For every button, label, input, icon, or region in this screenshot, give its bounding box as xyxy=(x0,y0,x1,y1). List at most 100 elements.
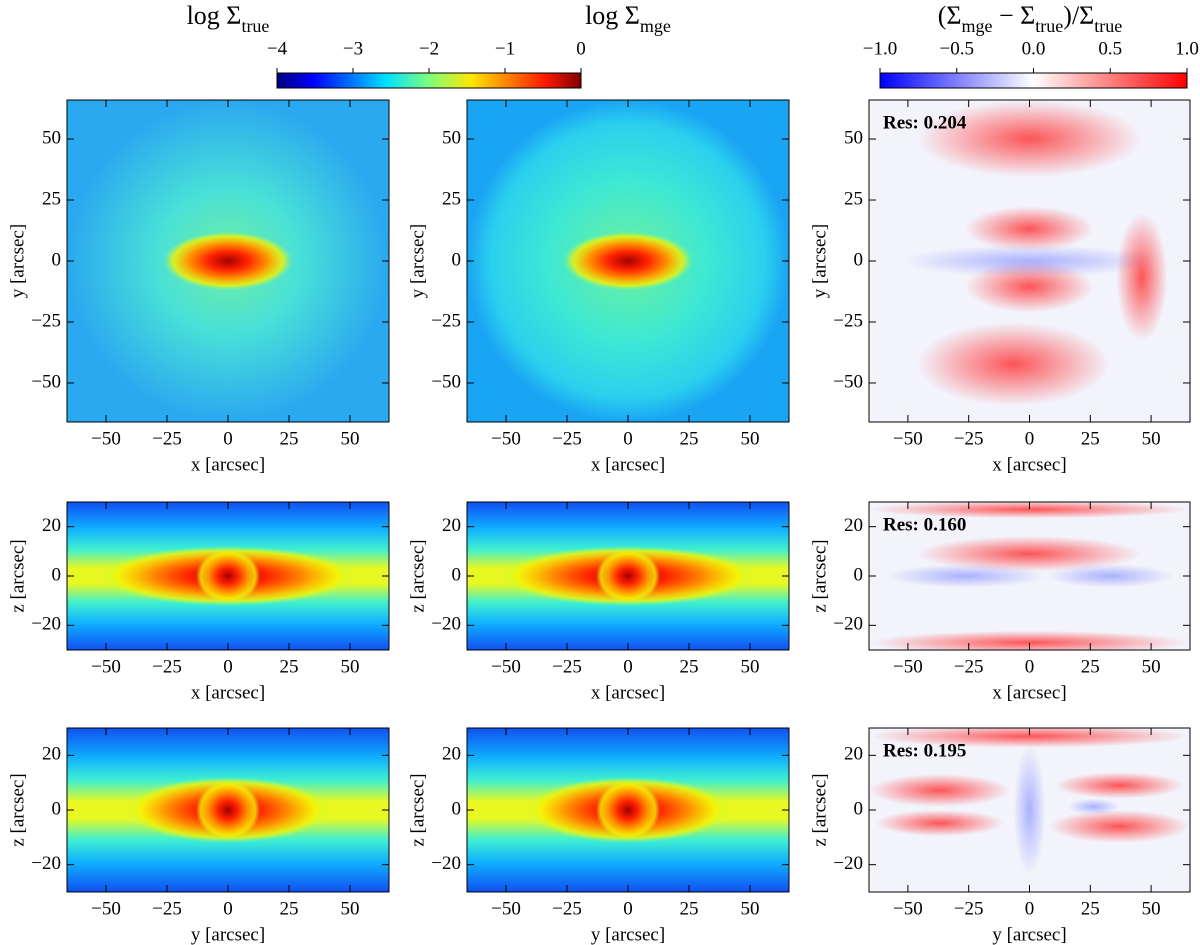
y-tick-label: 50 xyxy=(42,127,61,148)
y-tick-label: 0 xyxy=(452,564,462,585)
y-axis-label: z [arcsec] xyxy=(407,539,428,612)
y-tick-label: −20 xyxy=(431,853,461,874)
image-blob xyxy=(875,810,1004,837)
x-tick-label: 25 xyxy=(679,428,698,449)
y-tick-label: 20 xyxy=(442,515,461,536)
panel-image xyxy=(67,100,389,422)
colorbar-tick-label: −4 xyxy=(267,38,288,59)
colorbar xyxy=(879,72,1188,89)
colorbar-tick-label: −1.0 xyxy=(863,38,897,59)
title-subscript: mge xyxy=(962,16,993,36)
y-tick-label: 0 xyxy=(452,249,462,270)
x-axis-label: x [arcsec] xyxy=(191,454,265,475)
y-axis-label: y [arcsec] xyxy=(407,224,428,298)
x-tick-label: 0 xyxy=(623,428,633,449)
x-tick-label: 0 xyxy=(623,898,633,919)
x-tick-label: −25 xyxy=(954,898,984,919)
panel-image xyxy=(467,100,789,422)
title-text: log Σ xyxy=(585,1,640,30)
image-core xyxy=(163,232,293,290)
x-tick-label: −25 xyxy=(152,428,182,449)
colorbar-tick-label: 0 xyxy=(576,38,586,59)
y-tick-label: 25 xyxy=(844,188,863,209)
x-tick-label: 0 xyxy=(1025,898,1035,919)
colorbar-tick-label: 0.5 xyxy=(1098,38,1122,59)
x-axis-label: x [arcsec] xyxy=(992,682,1066,703)
title-subscript: true xyxy=(1035,16,1063,36)
y-tick-label: −25 xyxy=(431,310,461,331)
y-axis-label: z [arcsec] xyxy=(809,773,830,846)
x-axis-label: x [arcsec] xyxy=(992,454,1066,475)
image-blob xyxy=(1068,798,1120,815)
y-tick-label: −50 xyxy=(31,371,61,392)
image-blob xyxy=(1055,772,1184,799)
x-tick-label: 25 xyxy=(1081,898,1100,919)
x-tick-label: 0 xyxy=(223,898,233,919)
y-tick-label: 0 xyxy=(52,798,62,819)
y-tick-label: −20 xyxy=(833,614,863,635)
x-tick-label: −25 xyxy=(552,898,582,919)
y-tick-label: 0 xyxy=(452,798,462,819)
x-tick-label: 25 xyxy=(279,428,298,449)
colorbar-tick-label: −3 xyxy=(343,38,363,59)
image-core xyxy=(595,549,661,603)
image-blob xyxy=(1116,212,1168,342)
colorbar-tick-label: 1.0 xyxy=(1175,38,1199,59)
image-blob xyxy=(965,206,1094,252)
y-axis-label: y [arcsec] xyxy=(7,224,28,298)
y-axis-label: z [arcsec] xyxy=(7,773,28,846)
x-tick-label: 25 xyxy=(279,656,298,677)
colorbar-tick-label: −1 xyxy=(495,38,515,59)
y-tick-label: −20 xyxy=(833,853,863,874)
x-axis-label: y [arcsec] xyxy=(191,924,265,945)
colorbar-tick-label: −0.5 xyxy=(940,38,974,59)
x-tick-label: −50 xyxy=(893,898,923,919)
x-tick-label: −25 xyxy=(954,428,984,449)
x-tick-label: −25 xyxy=(552,428,582,449)
x-tick-label: −25 xyxy=(954,656,984,677)
annotation: Res: 0.160 xyxy=(883,514,966,535)
y-tick-label: −20 xyxy=(431,614,461,635)
image-core xyxy=(595,780,661,840)
x-tick-label: 25 xyxy=(1081,656,1100,677)
y-tick-label: −25 xyxy=(31,310,61,331)
annotation: Res: 0.195 xyxy=(883,740,966,761)
colorbar-tick-label: −2 xyxy=(419,38,439,59)
x-tick-label: 25 xyxy=(279,898,298,919)
x-axis-label: x [arcsec] xyxy=(591,454,665,475)
y-tick-label: 20 xyxy=(844,515,863,536)
panel-image xyxy=(467,728,789,892)
y-tick-label: 25 xyxy=(42,188,61,209)
y-axis-label: z [arcsec] xyxy=(407,773,428,846)
title-subscript: true xyxy=(241,16,269,36)
image-blob xyxy=(1048,810,1190,843)
colorbar-tick-label: 0.0 xyxy=(1022,38,1046,59)
x-tick-label: −50 xyxy=(91,898,121,919)
x-tick-label: 50 xyxy=(1142,428,1161,449)
y-tick-label: −50 xyxy=(431,371,461,392)
x-tick-label: 50 xyxy=(340,428,359,449)
image-blob xyxy=(869,728,1190,748)
panel-image xyxy=(67,728,389,892)
x-tick-label: 50 xyxy=(1142,898,1161,919)
x-tick-label: −25 xyxy=(552,656,582,677)
title-subscript: true xyxy=(1094,16,1122,36)
x-tick-label: −50 xyxy=(91,656,121,677)
x-tick-label: 50 xyxy=(340,656,359,677)
image-blob xyxy=(917,536,1142,572)
column-title: log Σtrue xyxy=(187,1,270,36)
y-axis-label: y [arcsec] xyxy=(809,224,830,298)
panel-image xyxy=(467,502,789,650)
y-axis-label: z [arcsec] xyxy=(7,539,28,612)
image-blob xyxy=(917,322,1110,406)
image-blob xyxy=(917,100,1142,178)
colorbar xyxy=(276,72,582,89)
x-tick-label: −50 xyxy=(893,656,923,677)
image-blob xyxy=(1045,564,1174,588)
x-tick-label: −50 xyxy=(893,428,923,449)
x-tick-label: 50 xyxy=(740,656,759,677)
title-text: log Σ xyxy=(187,1,242,30)
x-tick-label: 50 xyxy=(1142,656,1161,677)
x-tick-label: 50 xyxy=(340,898,359,919)
x-axis-label: x [arcsec] xyxy=(591,682,665,703)
